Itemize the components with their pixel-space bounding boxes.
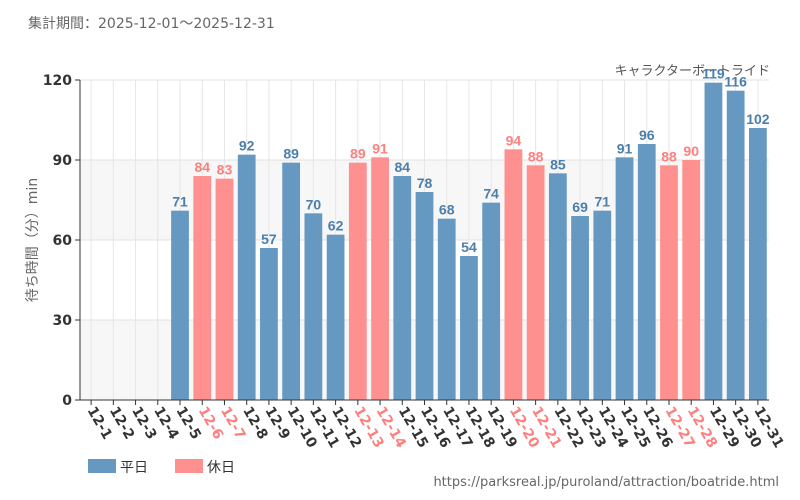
x-ticks: 12-112-212-312-412-512-612-712-812-912-1… — [84, 400, 787, 451]
value-label-12-8: 92 — [239, 138, 255, 154]
bar-12-29 — [704, 82, 723, 401]
value-label-12-14: 91 — [372, 140, 388, 156]
value-label-12-21: 88 — [528, 148, 544, 164]
value-label-12-31: 102 — [746, 111, 770, 127]
bar-12-23 — [571, 216, 589, 400]
bar-12-11 — [304, 213, 323, 400]
value-label-12-6: 84 — [194, 159, 210, 175]
bar-12-17 — [437, 218, 456, 400]
bar-12-12 — [326, 234, 345, 400]
bar-12-10 — [282, 162, 301, 400]
y-axis-label: 待ち時間（分）min — [25, 178, 41, 302]
value-label-12-30: 116 — [724, 74, 747, 90]
bar-12-18 — [460, 256, 478, 400]
bar-12-21 — [526, 165, 545, 400]
bar-12-6 — [193, 176, 212, 400]
value-label-12-23: 69 — [572, 199, 588, 215]
bar-12-20 — [504, 149, 523, 400]
y-tick-label: 120 — [43, 73, 72, 89]
y-ticks: 0 30 60 90 120 — [43, 73, 80, 409]
period-label: 集計期間：2025-12-01～2025-12-31 — [28, 15, 275, 32]
bar-12-8 — [237, 154, 256, 400]
value-label-12-10: 89 — [283, 146, 299, 162]
y-tick-label: 60 — [53, 233, 73, 249]
bar-12-24 — [593, 210, 612, 400]
y-tick-label: 90 — [53, 153, 73, 169]
source-url: https://parksreal.jp/puroland/attraction… — [433, 475, 779, 490]
value-label-12-18: 54 — [461, 239, 477, 255]
bars — [171, 82, 767, 401]
legend-weekday-label: 平日 — [120, 460, 148, 476]
bar-12-30 — [726, 90, 745, 401]
bar-12-15 — [393, 176, 412, 400]
value-label-12-17: 68 — [439, 202, 455, 218]
bar-12-31 — [748, 128, 767, 400]
bar-12-22 — [548, 173, 567, 400]
legend: 平日 休日 — [88, 459, 235, 476]
value-label-12-5: 71 — [172, 194, 188, 210]
bar-12-25 — [615, 157, 634, 400]
y-tick-label: 0 — [62, 393, 72, 409]
value-labels: 71 84 83 92 57 89 70 62 89 91 84 78 68 54 74 94 88 85 69 71… — [172, 66, 770, 255]
y-tick-label: 30 — [53, 313, 73, 329]
value-label-12-9: 57 — [261, 231, 277, 247]
bar-12-19 — [482, 202, 501, 400]
value-label-12-24: 71 — [595, 194, 611, 210]
legend-weekday-swatch — [88, 459, 116, 473]
legend-holiday-label: 休日 — [207, 460, 235, 476]
value-label-12-16: 78 — [417, 175, 433, 191]
value-label-12-20: 94 — [506, 132, 522, 148]
bar-12-9 — [260, 248, 278, 400]
value-label-12-7: 83 — [217, 162, 233, 178]
value-label-12-26: 96 — [639, 127, 655, 143]
value-label-12-25: 91 — [617, 140, 633, 156]
bar-12-26 — [637, 144, 656, 400]
value-label-12-22: 85 — [550, 156, 566, 172]
bar-12-13 — [348, 162, 367, 400]
value-label-12-19: 74 — [483, 186, 499, 202]
bar-12-28 — [682, 160, 701, 400]
bar-12-5 — [171, 210, 189, 400]
bar-12-14 — [371, 157, 389, 400]
value-label-12-13: 89 — [350, 146, 366, 162]
value-label-12-28: 90 — [683, 143, 699, 159]
bar-12-27 — [660, 165, 678, 400]
bar-12-16 — [415, 192, 434, 400]
value-label-12-12: 62 — [328, 218, 344, 234]
attraction-name: キャラクターボートライド — [615, 64, 770, 79]
value-label-12-29: 119 — [702, 66, 725, 82]
bar-12-7 — [215, 178, 234, 400]
value-label-12-15: 84 — [394, 159, 410, 175]
value-label-12-11: 70 — [306, 196, 322, 212]
legend-holiday-swatch — [175, 459, 203, 473]
value-label-12-27: 88 — [661, 148, 677, 164]
